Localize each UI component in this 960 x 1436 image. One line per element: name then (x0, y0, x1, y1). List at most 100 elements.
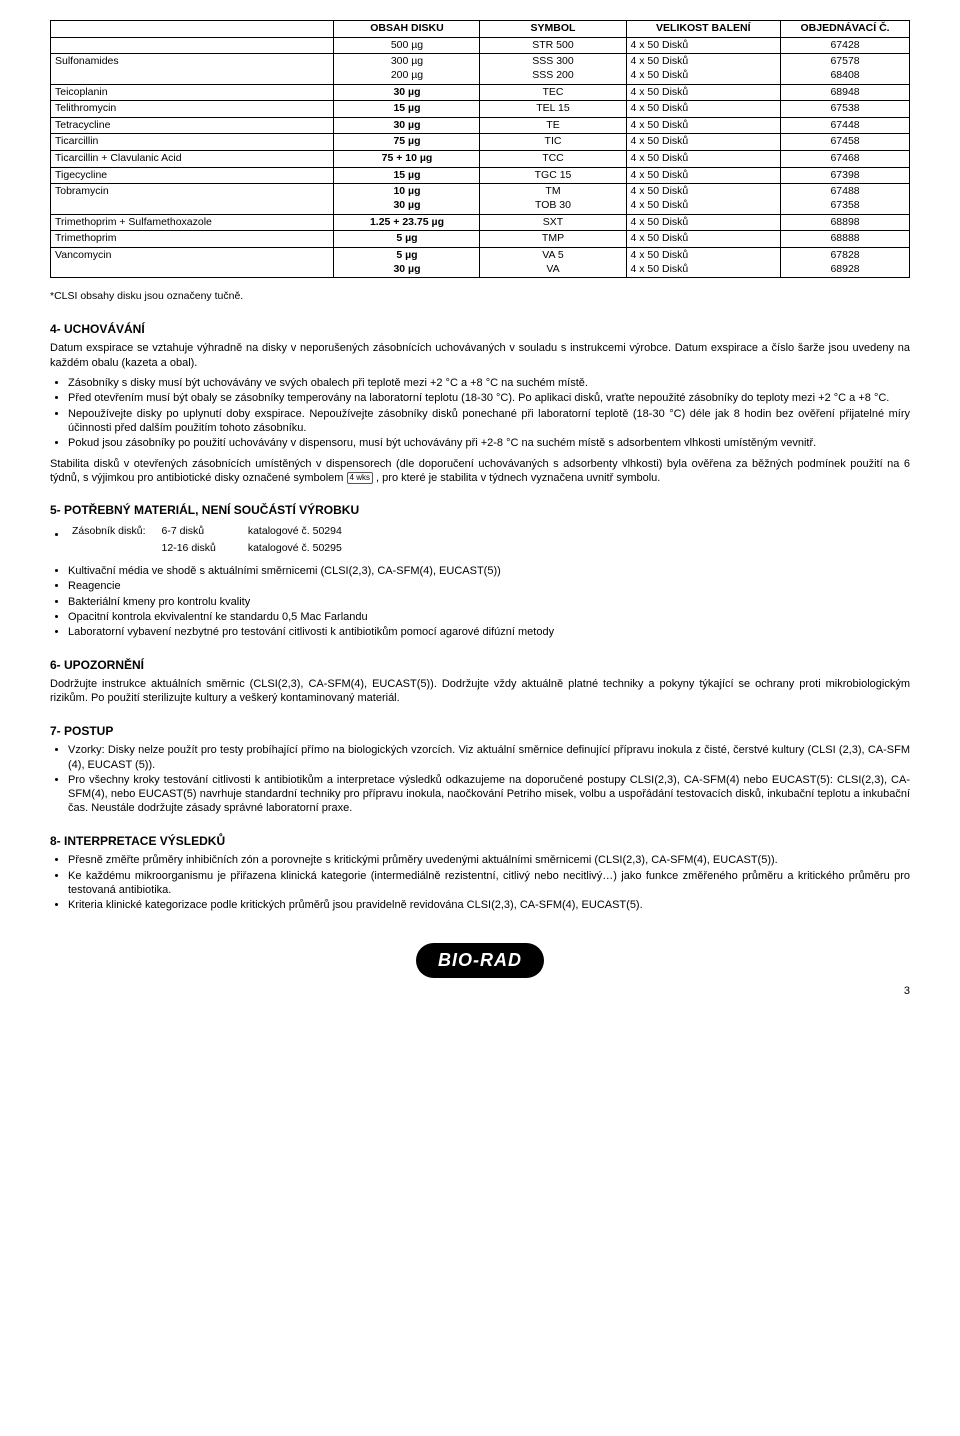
table-cell: 5 µg (334, 231, 480, 248)
table-cell: 15 µg (334, 101, 480, 118)
table-cell: 300 µg200 µg (334, 54, 480, 84)
table-row: Sulfonamides300 µg200 µgSSS 300SSS 2004 … (51, 54, 910, 84)
table-row: 500 µgSTR 5004 x 50 Disků67428 (51, 37, 910, 54)
section-4-intro: Datum exspirace se vztahuje výhradně na … (50, 341, 910, 370)
biorad-logo: BIO-RAD (416, 943, 544, 978)
table-cell: 4 x 50 Disků (626, 167, 781, 184)
table-cell: 6782868928 (781, 247, 910, 277)
table-row: Tetracycline30 µgTE4 x 50 Disků67448 (51, 117, 910, 134)
table-cell: 67538 (781, 101, 910, 118)
table-cell: 4 x 50 Disků (626, 117, 781, 134)
table-row: Trimethoprim5 µgTMP4 x 50 Disků68888 (51, 231, 910, 248)
table-row: Teicoplanin30 µgTEC4 x 50 Disků68948 (51, 84, 910, 101)
section-5-list: Zásobník disků: 6-7 disků katalogové č. … (50, 523, 910, 558)
list-item: Kultivační média ve shodě s aktuálními s… (68, 564, 910, 578)
section-5-bullets: Kultivační média ve shodě s aktuálními s… (50, 564, 910, 639)
table-cell: 75 + 10 µg (334, 151, 480, 168)
list-item: Nepoužívejte disky po uplynutí doby exsp… (68, 407, 910, 436)
table-row: Ticarcillin + Clavulanic Acid75 + 10 µgT… (51, 151, 910, 168)
table-cell: 67398 (781, 167, 910, 184)
table-row: Tobramycin10 µg30 µgTMTOB 304 x 50 Disků… (51, 184, 910, 214)
table-cell: TGC 15 (480, 167, 626, 184)
table-cell: 4 x 50 Disků4 x 50 Disků (626, 184, 781, 214)
table-cell: 75 µg (334, 134, 480, 151)
table-row: Telithromycin15 µgTEL 154 x 50 Disků6753… (51, 101, 910, 118)
table-cell: 4 x 50 Disků (626, 134, 781, 151)
table-cell (51, 37, 334, 54)
table-cell: TEL 15 (480, 101, 626, 118)
col-blank (51, 21, 334, 38)
list-item: Přesně změřte průměry inhibičních zón a … (68, 853, 910, 867)
col-obsah: OBSAH DISKU (334, 21, 480, 38)
table-cell: 30 µg (334, 117, 480, 134)
section-7-list: Vzorky: Disky nelze použít pro testy pro… (50, 743, 910, 815)
table-cell: Tobramycin (51, 184, 334, 214)
list-item: Ke každému mikroorganismu je přiřazena k… (68, 869, 910, 898)
table-cell: Tigecycline (51, 167, 334, 184)
table-row: Vancomycin5 µg30 µgVA 5VA4 x 50 Disků4 x… (51, 247, 910, 277)
table-cell: 68948 (781, 84, 910, 101)
table-cell: 67458 (781, 134, 910, 151)
table-header-row: OBSAH DISKU SYMBOL VELIKOST BALENÍ OBJED… (51, 21, 910, 38)
table-cell: 4 x 50 Disků (626, 84, 781, 101)
table-cell: 68898 (781, 214, 910, 231)
table-cell: Ticarcillin + Clavulanic Acid (51, 151, 334, 168)
table-cell: 4 x 50 Disků4 x 50 Disků (626, 54, 781, 84)
table-cell: 67448 (781, 117, 910, 134)
table-cell: TCC (480, 151, 626, 168)
table-cell: 30 µg (334, 84, 480, 101)
section-6-title: 6- UPOZORNĚNÍ (50, 658, 910, 674)
section-7-title: 7- POSTUP (50, 724, 910, 740)
material-table: Zásobník disků: 6-7 disků katalogové č. … (68, 523, 346, 558)
list-item: Pokud jsou zásobníky po použití uchovává… (68, 436, 910, 450)
table-cell: 10 µg30 µg (334, 184, 480, 214)
list-item: Vzorky: Disky nelze použít pro testy pro… (68, 743, 910, 772)
list-item: Bakteriální kmeny pro kontrolu kvality (68, 595, 910, 609)
table-cell: STR 500 (480, 37, 626, 54)
list-item: Opacitní kontrola ekvivalentní ke standa… (68, 610, 910, 624)
section-5-title: 5- POTŘEBNÝ MATERIÁL, NENÍ SOUČÁSTÍ VÝRO… (50, 503, 910, 519)
table-cell: TEC (480, 84, 626, 101)
table-cell: 6748867358 (781, 184, 910, 214)
table-cell: VA 5VA (480, 247, 626, 277)
page-number: 3 (50, 984, 910, 998)
mat-2b: 12-16 disků (158, 540, 244, 558)
table-cell: Trimethoprim (51, 231, 334, 248)
table-cell: TMTOB 30 (480, 184, 626, 214)
section-8-title: 8- INTERPRETACE VÝSLEDKŮ (50, 834, 910, 850)
table-footnote: *CLSI obsahy disku jsou označeny tučně. (50, 290, 910, 304)
table-cell: Ticarcillin (51, 134, 334, 151)
table-cell: 67428 (781, 37, 910, 54)
table-cell: 4 x 50 Disků (626, 37, 781, 54)
section-8-list: Přesně změřte průměry inhibičních zón a … (50, 853, 910, 912)
col-velikost: VELIKOST BALENÍ (626, 21, 781, 38)
footer-logo-wrap: BIO-RAD (50, 943, 910, 978)
table-cell: SSS 300SSS 200 (480, 54, 626, 84)
table-cell: TMP (480, 231, 626, 248)
table-cell: 4 x 50 Disků (626, 214, 781, 231)
weeks-symbol-icon: 4 wks (347, 472, 373, 484)
table-row: Ticarcillin75 µgTIC4 x 50 Disků67458 (51, 134, 910, 151)
mat-2c: katalogové č. 50295 (244, 540, 346, 558)
section-4-stability: Stabilita disků v otevřených zásobnících… (50, 457, 910, 486)
list-item: Před otevřením musí být obaly se zásobní… (68, 391, 910, 405)
list-item: Zásobníky s disky musí být uchovávány ve… (68, 376, 910, 390)
material-row-1: Zásobník disků: 6-7 disků katalogové č. … (68, 523, 910, 558)
mat-1b: 6-7 disků (158, 523, 244, 541)
table-cell: 4 x 50 Disků (626, 101, 781, 118)
table-cell: 1.25 + 23.75 µg (334, 214, 480, 231)
table-cell: Telithromycin (51, 101, 334, 118)
list-item: Kriteria klinické kategorizace podle kri… (68, 898, 910, 912)
table-row: Trimethoprim + Sulfamethoxazole1.25 + 23… (51, 214, 910, 231)
section-4-title: 4- UCHOVÁVÁNÍ (50, 322, 910, 338)
section-6-text: Dodržujte instrukce aktuálních směrnic (… (50, 677, 910, 706)
table-cell: TE (480, 117, 626, 134)
table-cell: 4 x 50 Disků4 x 50 Disků (626, 247, 781, 277)
table-cell: 15 µg (334, 167, 480, 184)
table-cell: Trimethoprim + Sulfamethoxazole (51, 214, 334, 231)
table-cell: Vancomycin (51, 247, 334, 277)
col-symbol: SYMBOL (480, 21, 626, 38)
section-4-list: Zásobníky s disky musí být uchovávány ve… (50, 376, 910, 450)
table-cell: 500 µg (334, 37, 480, 54)
table-cell: 6757868408 (781, 54, 910, 84)
